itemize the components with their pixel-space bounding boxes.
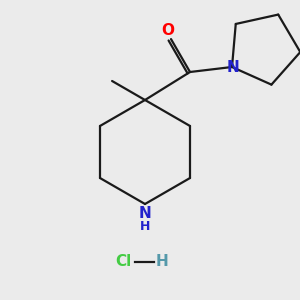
Text: H: H: [156, 254, 168, 269]
Text: H: H: [140, 220, 150, 232]
Text: N: N: [226, 61, 239, 76]
Text: O: O: [161, 22, 175, 38]
Text: Cl: Cl: [115, 254, 131, 269]
Text: N: N: [139, 206, 152, 221]
